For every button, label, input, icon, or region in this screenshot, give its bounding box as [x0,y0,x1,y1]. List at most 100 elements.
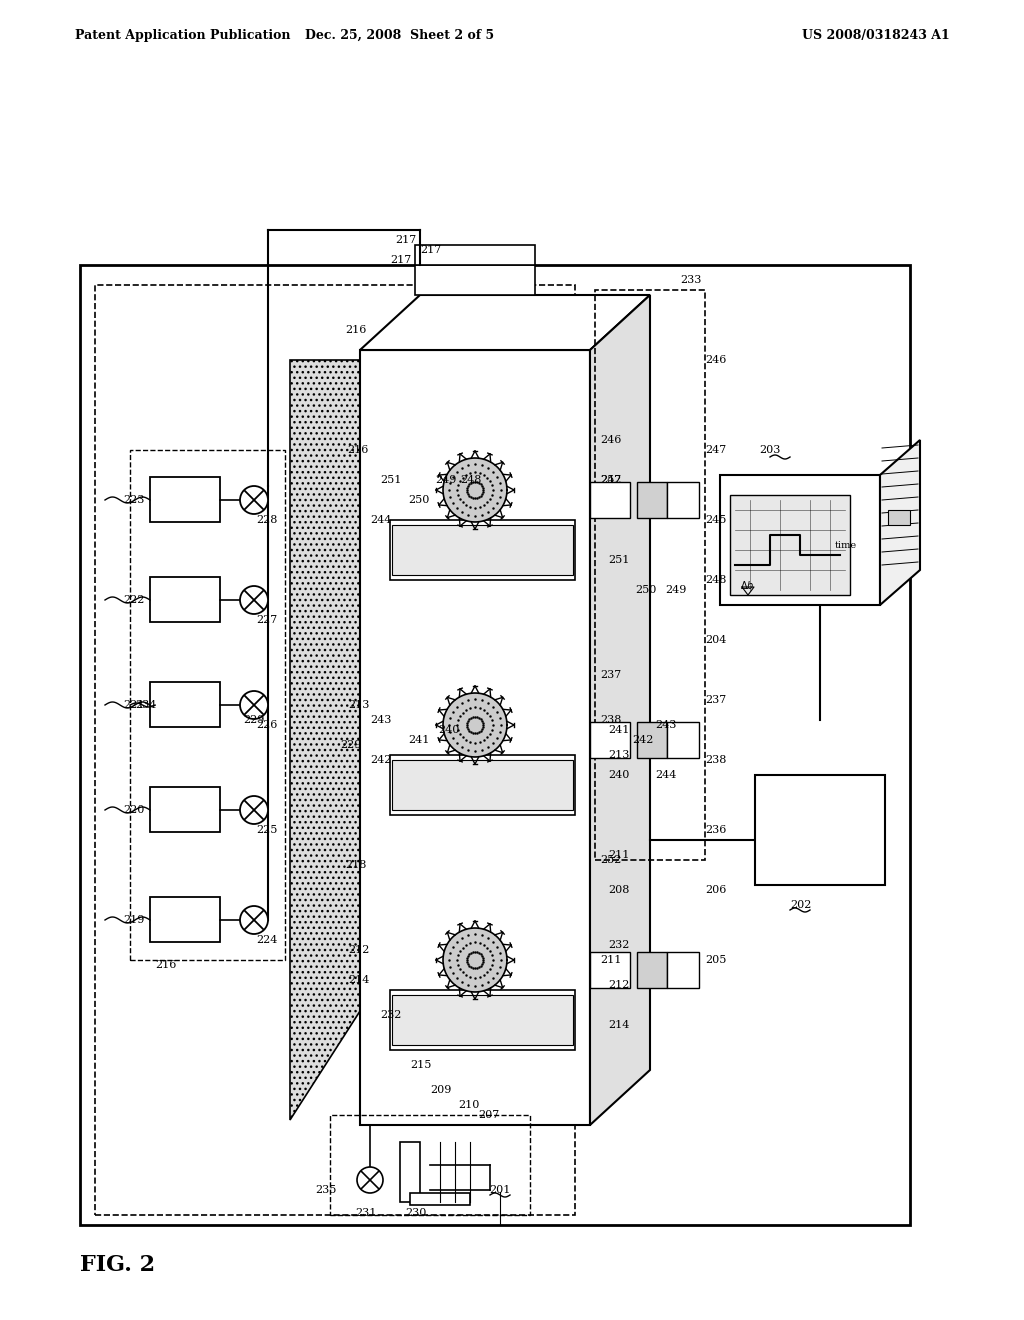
Text: 211: 211 [608,850,630,861]
Text: 204: 204 [705,635,726,645]
Bar [410,1193,470,1205]
Polygon shape [880,440,920,605]
Text: 229: 229 [340,741,361,750]
Text: 227: 227 [256,615,278,624]
Text: 238: 238 [600,715,622,725]
Text: 226: 226 [256,719,278,730]
Text: US 2008/0318243 A1: US 2008/0318243 A1 [802,29,950,41]
Bar [590,722,630,758]
Circle shape [443,693,507,756]
Circle shape [240,906,268,935]
Text: 237: 237 [705,696,726,705]
Bar [80,265,910,1225]
Text: 237: 237 [600,671,622,680]
Text: 246: 246 [705,355,726,366]
Text: 250: 250 [408,495,429,506]
Text: 243: 243 [655,719,677,730]
Text: 252: 252 [600,475,622,484]
Bar [637,952,667,987]
Text: 247: 247 [600,475,622,484]
Bar [667,722,699,758]
Text: 201: 201 [489,1185,511,1195]
Bar [888,510,910,525]
Text: 218: 218 [345,861,367,870]
Text: 240: 240 [608,770,630,780]
Bar [637,482,667,517]
Text: 251: 251 [380,475,401,484]
Text: 229: 229 [244,715,265,725]
Text: 251: 251 [608,554,630,565]
Circle shape [240,586,268,614]
Text: 212: 212 [348,945,370,954]
Text: 213: 213 [348,700,370,710]
Bar [400,1142,420,1203]
Bar [590,952,630,987]
Bar [667,952,699,987]
Polygon shape [360,294,650,350]
Text: 211: 211 [600,954,622,965]
Text: 223: 223 [124,495,145,506]
Text: 232: 232 [380,1010,401,1020]
Text: 247: 247 [705,445,726,455]
Text: $\Delta b$: $\Delta b$ [740,579,755,591]
Text: 230: 230 [406,1208,426,1218]
Text: 242: 242 [370,755,391,766]
Circle shape [357,1167,383,1193]
Text: 232: 232 [608,940,630,950]
Text: 221: 221 [124,700,145,710]
Bar [150,787,220,832]
Bar [415,265,535,294]
Text: 213: 213 [608,750,630,760]
Bar [590,482,630,517]
Bar [390,755,575,814]
Text: 224: 224 [256,935,278,945]
Text: 220: 220 [124,805,145,814]
Text: 235: 235 [315,1185,336,1195]
Circle shape [240,486,268,513]
Bar [392,760,573,810]
Text: 246: 246 [600,436,622,445]
Text: 209: 209 [430,1085,452,1096]
Text: 216: 216 [155,960,176,970]
Text: 212: 212 [608,979,630,990]
Bar [150,577,220,622]
Text: 217: 217 [420,246,441,255]
Bar [360,350,590,1125]
Text: 249: 249 [665,585,686,595]
Text: 206: 206 [705,884,726,895]
Polygon shape [590,294,650,1125]
Text: 238: 238 [705,755,726,766]
Text: time: time [835,540,857,549]
Text: 215: 215 [410,1060,431,1071]
Polygon shape [290,360,380,1119]
Text: 207: 207 [478,1110,500,1119]
Bar [390,520,575,579]
Bar [637,722,667,758]
Text: 241: 241 [608,725,630,735]
Text: 216: 216 [347,445,369,455]
Text: 234: 234 [135,700,157,710]
Text: 205: 205 [705,954,726,965]
Bar [330,1115,530,1214]
Text: 202: 202 [790,900,811,909]
Text: 249: 249 [435,475,457,484]
Text: 241: 241 [408,735,429,744]
Bar [130,450,285,960]
Text: 243: 243 [370,715,391,725]
Text: 225: 225 [256,825,278,836]
Bar [150,477,220,521]
Text: 219: 219 [124,915,145,925]
Bar [390,990,575,1049]
Text: 244: 244 [655,770,677,780]
Bar [150,682,220,727]
Text: 208: 208 [608,884,630,895]
Circle shape [240,796,268,824]
Text: 210: 210 [458,1100,479,1110]
Text: 214: 214 [348,975,370,985]
Text: 216: 216 [345,325,367,335]
Text: Dec. 25, 2008  Sheet 2 of 5: Dec. 25, 2008 Sheet 2 of 5 [305,29,495,41]
Bar [150,898,220,942]
Text: 231: 231 [355,1208,377,1218]
Text: 250: 250 [635,585,656,595]
Bar [95,285,575,1214]
